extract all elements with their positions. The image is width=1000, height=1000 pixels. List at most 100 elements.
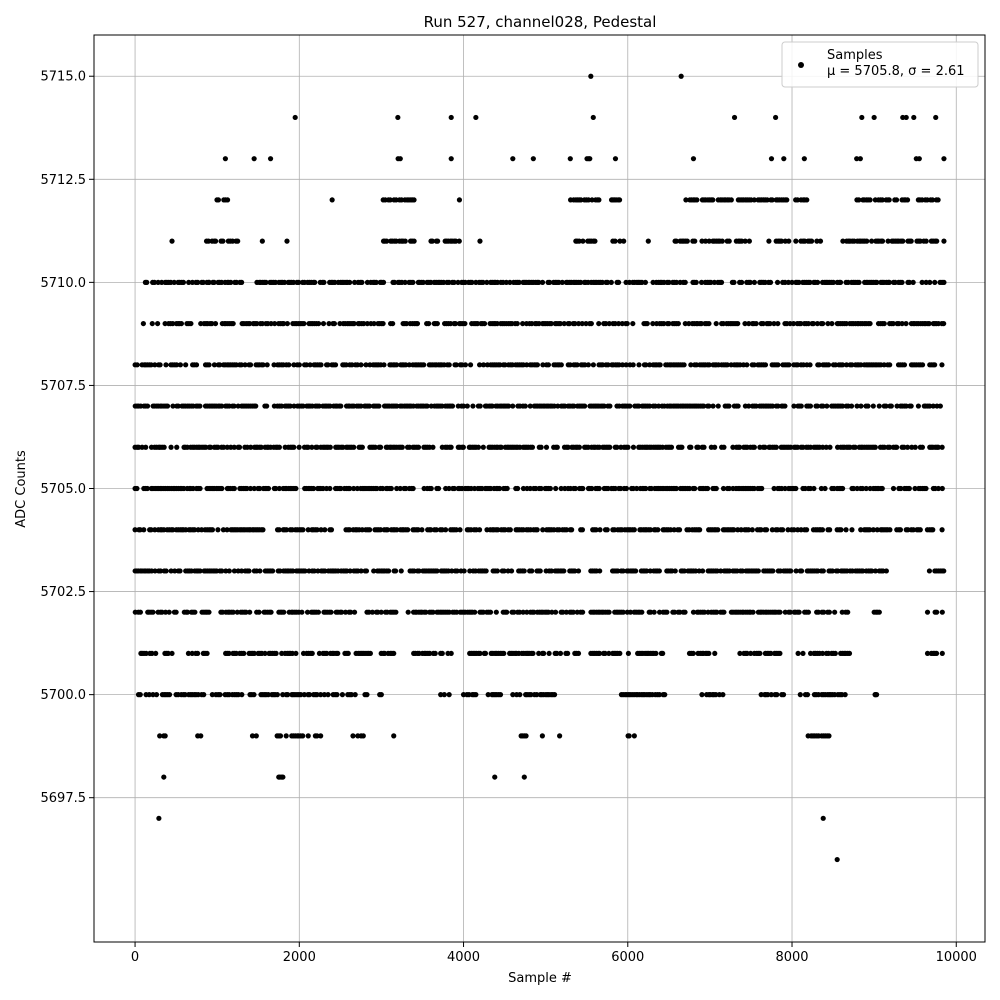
data-point — [464, 403, 470, 409]
data-point — [325, 692, 331, 698]
data-point — [798, 527, 804, 533]
data-point — [183, 362, 189, 368]
data-point — [935, 485, 942, 492]
data-point — [785, 279, 792, 285]
data-point — [673, 238, 679, 244]
data-point — [358, 568, 364, 574]
data-point — [710, 197, 716, 203]
data-point — [767, 320, 773, 327]
data-point — [718, 279, 725, 285]
data-point — [744, 362, 750, 368]
data-point — [816, 362, 822, 368]
data-point — [664, 609, 670, 615]
data-point — [367, 650, 373, 657]
data-point — [303, 362, 310, 368]
data-point — [212, 320, 219, 327]
data-point — [197, 485, 203, 492]
data-point — [241, 650, 247, 657]
data-point — [177, 568, 183, 574]
data-point — [683, 197, 689, 203]
data-point — [451, 485, 457, 492]
data-point — [247, 320, 253, 327]
data-point — [298, 692, 304, 698]
data-point — [657, 362, 663, 368]
data-point — [820, 403, 826, 409]
y-tick-label: 5702.5 — [41, 585, 87, 600]
data-point — [653, 650, 659, 657]
data-point — [890, 485, 897, 492]
y-axis-label: ADC Counts — [14, 450, 29, 528]
data-point — [540, 527, 546, 533]
data-point — [253, 733, 259, 739]
data-point — [144, 485, 150, 492]
data-point — [589, 485, 595, 492]
data-point — [406, 362, 412, 368]
data-point — [316, 320, 322, 327]
data-point — [667, 527, 674, 533]
data-point — [231, 485, 237, 492]
data-point — [784, 197, 790, 203]
data-point — [599, 279, 605, 285]
data-point — [822, 485, 828, 492]
data-point — [376, 403, 382, 409]
data-point — [454, 609, 460, 615]
data-point — [367, 527, 373, 533]
data-point — [411, 197, 417, 203]
data-point — [193, 362, 200, 368]
data-point — [251, 485, 257, 492]
data-point — [872, 444, 878, 450]
data-point — [206, 362, 212, 368]
data-point — [421, 362, 427, 368]
data-point — [212, 238, 219, 244]
data-point — [941, 568, 947, 574]
data-point — [348, 692, 355, 698]
data-point — [239, 279, 245, 285]
data-point — [521, 774, 527, 780]
data-point — [883, 403, 889, 409]
data-point — [748, 650, 754, 657]
data-point — [329, 197, 335, 203]
data-point — [434, 320, 440, 327]
x-tick-label: 10000 — [936, 950, 977, 965]
data-point — [814, 279, 821, 285]
data-point — [867, 320, 873, 327]
data-point — [253, 403, 259, 409]
data-point — [829, 568, 836, 574]
data-point — [904, 197, 911, 203]
data-point — [457, 527, 463, 533]
data-point — [817, 238, 824, 244]
data-point — [326, 320, 332, 327]
data-point — [251, 156, 257, 162]
data-point — [310, 485, 317, 492]
data-point — [606, 609, 612, 615]
data-point — [570, 609, 576, 615]
data-point — [693, 279, 699, 285]
data-point — [807, 403, 814, 409]
data-point — [420, 279, 426, 285]
data-point — [516, 279, 522, 285]
data-point — [807, 362, 813, 368]
data-point — [702, 238, 709, 244]
data-point — [688, 444, 694, 450]
data-point — [520, 485, 527, 492]
data-point — [898, 485, 904, 492]
data-point — [737, 444, 743, 450]
data-point — [832, 609, 838, 615]
data-point — [254, 320, 260, 327]
data-point — [470, 403, 476, 409]
data-point — [209, 320, 215, 327]
data-point — [786, 238, 792, 244]
data-point — [302, 568, 308, 574]
data-point — [602, 650, 608, 657]
data-point — [219, 485, 225, 492]
data-point — [686, 320, 692, 327]
data-point — [699, 692, 705, 698]
data-point — [939, 527, 945, 533]
data-point — [146, 692, 152, 698]
data-point — [460, 403, 467, 409]
data-point — [446, 692, 452, 698]
data-point — [451, 279, 457, 285]
data-point — [885, 238, 891, 244]
data-point — [612, 238, 618, 244]
data-point — [735, 403, 741, 409]
